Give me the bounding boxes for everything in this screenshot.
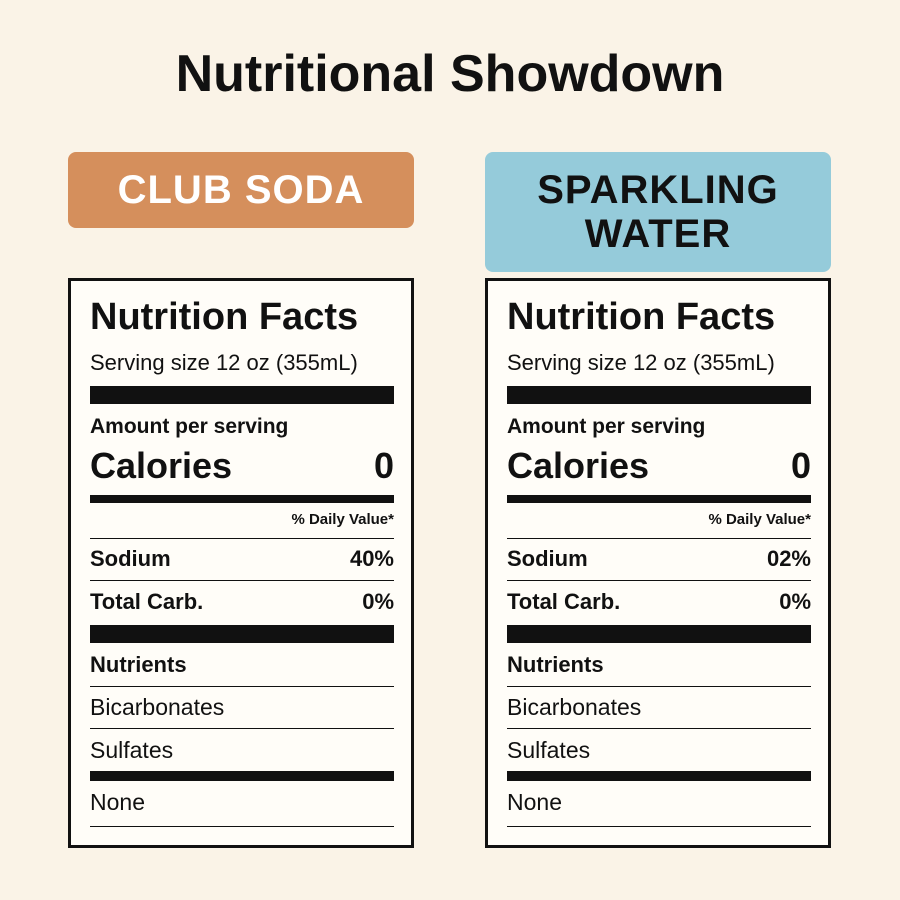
medium-rule (90, 771, 394, 781)
amount-per-serving: Amount per serving (507, 415, 706, 439)
thin-rule (90, 538, 394, 539)
nutrition-label: Nutrition Facts Serving size 12 oz (355mL… (485, 278, 831, 848)
daily-value: 0% (779, 588, 811, 614)
medium-rule (507, 495, 811, 503)
serving-size: Serving size 12 oz (355mL) (90, 349, 358, 375)
thin-rule (90, 826, 394, 827)
nutrients-heading: Nutrients (507, 651, 604, 677)
medium-rule (507, 771, 811, 781)
amount-per-serving: Amount per serving (90, 415, 289, 439)
calories-label: Calories (507, 445, 650, 487)
serving-size: Serving size 12 oz (355mL) (507, 349, 775, 375)
nutrient-item: Sulfates (507, 737, 591, 764)
nutrition-label: Nutrition Facts Serving size 12 oz (355mL… (68, 278, 414, 848)
nutrient-name: Total Carb. (90, 588, 204, 614)
footer-item: None (507, 789, 562, 816)
footer-item: None (90, 789, 145, 816)
badge: SPARKLING WATER (485, 152, 831, 272)
daily-value-header: % Daily Value* (291, 511, 394, 528)
thin-rule (507, 728, 811, 729)
daily-value-header: % Daily Value* (708, 511, 811, 528)
nutrient-name: Sodium (507, 545, 588, 571)
thin-rule (507, 538, 811, 539)
thin-rule (90, 580, 394, 581)
thick-rule (90, 386, 394, 404)
badge: CLUB SODA (68, 152, 414, 228)
calories-value: 0 (790, 445, 811, 487)
medium-rule (90, 495, 394, 503)
label-heading: Nutrition Facts (507, 296, 776, 339)
page-title: Nutritional Showdown (175, 45, 725, 103)
calories-value: 0 (373, 445, 394, 487)
nutrient-name: Total Carb. (507, 588, 621, 614)
nutrient-item: Bicarbonates (90, 694, 225, 721)
thin-rule (90, 686, 394, 687)
thin-rule (507, 580, 811, 581)
label-heading: Nutrition Facts (90, 296, 359, 339)
daily-value: 02% (766, 545, 811, 571)
thick-rule (507, 386, 811, 404)
thin-rule (507, 826, 811, 827)
thick-rule (507, 625, 811, 643)
thin-rule (507, 686, 811, 687)
daily-value: 40% (349, 545, 394, 571)
nutrient-item: Bicarbonates (507, 694, 642, 721)
daily-value: 0% (362, 588, 394, 614)
nutrient-name: Sodium (90, 545, 171, 571)
nutrient-item: Sulfates (90, 737, 174, 764)
thick-rule (90, 625, 394, 643)
thin-rule (90, 728, 394, 729)
nutrients-heading: Nutrients (90, 651, 187, 677)
calories-label: Calories (90, 445, 233, 487)
